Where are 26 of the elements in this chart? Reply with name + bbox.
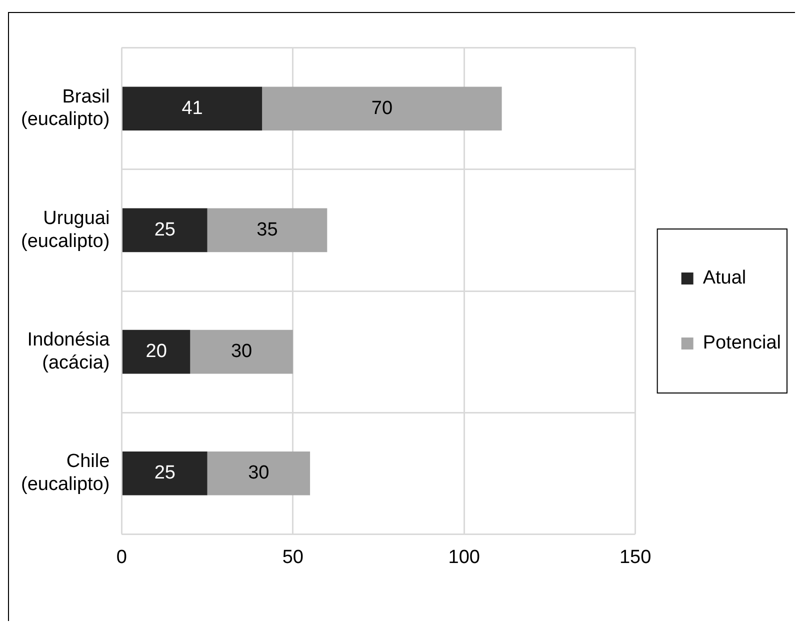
legend-label: Atual xyxy=(702,268,746,289)
bar xyxy=(122,452,208,496)
bar xyxy=(190,330,293,374)
bar xyxy=(122,330,190,374)
bar xyxy=(207,452,310,496)
y-tick-label: Brasil (eucalipto) xyxy=(20,86,110,130)
data-label: 70 xyxy=(371,98,393,119)
data-label: 20 xyxy=(146,341,167,362)
data-label: 30 xyxy=(230,341,252,362)
data-label: 35 xyxy=(256,219,278,240)
x-tick-label: 50 xyxy=(282,546,304,568)
x-tick-label: 0 xyxy=(116,546,127,568)
x-tick-label: 150 xyxy=(619,546,652,568)
data-label: 41 xyxy=(182,98,203,119)
legend-label: Potencial xyxy=(702,332,782,354)
bar xyxy=(122,208,208,252)
bar xyxy=(207,208,328,252)
bar xyxy=(122,86,262,130)
x-tick-label: 100 xyxy=(448,546,480,568)
y-tick-label: Indonésia (acácia) xyxy=(27,330,110,374)
y-tick-label: Uruguai (eucalipto) xyxy=(20,208,110,252)
data-label: 25 xyxy=(154,219,176,240)
bar xyxy=(262,86,502,130)
y-tick-label: Chile (eucalipto) xyxy=(20,451,110,496)
data-label: 25 xyxy=(154,462,176,484)
data-label: 30 xyxy=(248,462,270,484)
